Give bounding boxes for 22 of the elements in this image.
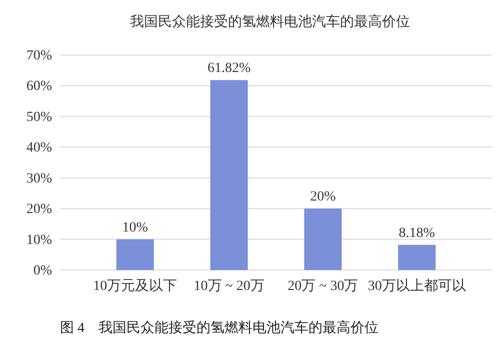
bar bbox=[210, 80, 248, 270]
bar bbox=[398, 244, 436, 270]
chart-title: 我国民众能接受的氢燃料电池汽车的最高价位 bbox=[130, 14, 410, 30]
data-label: 10% bbox=[122, 220, 148, 236]
data-label: 61.82% bbox=[207, 61, 251, 76]
bar bbox=[116, 239, 154, 270]
data-label: 20% bbox=[310, 190, 336, 205]
y-tick-label: 20% bbox=[26, 202, 52, 218]
data-label: 8.18% bbox=[398, 226, 436, 241]
caption: 图 4 我国民众能接受的氢燃料电池汽车的最高价位 bbox=[60, 320, 378, 336]
x-tick-label: 20万 ~ 30万 bbox=[288, 278, 358, 294]
y-tick-label: 40% bbox=[26, 140, 52, 156]
y-tick-label: 0% bbox=[33, 263, 52, 278]
x-tick-label: 30万以上都可以 bbox=[368, 278, 466, 294]
x-tick-label: 10万 ~ 20万 bbox=[194, 278, 264, 294]
y-tick-label: 70% bbox=[26, 48, 52, 64]
y-tick-label: 30% bbox=[26, 171, 52, 186]
y-tick-label: 50% bbox=[26, 110, 52, 125]
x-tick-label: 10万元及以下 bbox=[93, 278, 178, 294]
y-tick-label: 60% bbox=[26, 79, 52, 94]
bar bbox=[304, 208, 342, 270]
y-tick-label: 10% bbox=[26, 232, 52, 248]
